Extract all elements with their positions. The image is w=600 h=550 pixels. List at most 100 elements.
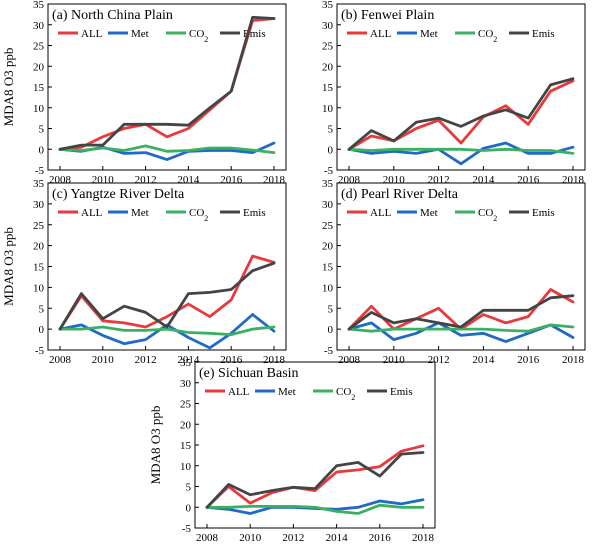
series-line-emis	[347, 294, 575, 331]
y-tick-label: 10	[180, 461, 192, 473]
panel-title: (b) Fenwei Plain	[341, 8, 434, 23]
y-tick-label: 25	[33, 41, 45, 53]
panel-title: (a) North China Plain	[52, 8, 173, 23]
x-tick-label: 2016	[517, 174, 540, 186]
series-line-co2	[347, 147, 575, 155]
series-line-emis	[58, 15, 276, 151]
series-line-emis	[205, 451, 425, 509]
x-tick-label: 2010	[92, 354, 115, 366]
legend-label: ALL	[81, 207, 103, 219]
y-tick-label: 0	[39, 144, 45, 156]
x-tick-label: 2010	[383, 174, 406, 186]
x-tick-label: 2016	[369, 532, 392, 544]
y-axis-label: MDA8 O3 ppb	[1, 227, 16, 306]
x-tick-label: 2014	[326, 532, 349, 544]
legend-label: Met	[420, 28, 438, 40]
series-line-co2	[347, 323, 575, 333]
panel-title: (c) Yangtze River Delta	[52, 187, 185, 202]
x-tick-label: 2018	[412, 532, 435, 544]
legend-label: Met	[278, 386, 296, 398]
legend-label: ALL	[370, 28, 392, 40]
x-tick-label: 2018	[263, 354, 286, 366]
legend-label: CO2	[336, 386, 355, 402]
x-tick-label: 2012	[135, 174, 157, 186]
x-tick-label: 2010	[92, 174, 115, 186]
y-tick-label: 0	[39, 324, 45, 336]
legend-label: Emis	[243, 207, 266, 219]
x-tick-label: 2012	[428, 174, 450, 186]
y-tick-label: 30	[33, 199, 45, 211]
x-tick-label: 2014	[177, 354, 200, 366]
y-tick-label: 15	[180, 440, 192, 452]
y-tick-label: 35	[322, 178, 334, 190]
series-line-emis	[58, 261, 276, 331]
x-tick-label: 2016	[220, 174, 243, 186]
y-tick-label: 5	[39, 303, 45, 315]
x-tick-label: 2012	[282, 532, 304, 544]
y-tick-label: -5	[324, 165, 334, 177]
y-tick-label: 0	[328, 144, 334, 156]
x-tick-label: 2016	[517, 354, 540, 366]
y-tick-label: -5	[35, 165, 45, 177]
panel-5: -5 0 5 10 15 20 25 30 35 2008 2010 2012 2014 2016 2018…	[148, 357, 436, 544]
y-tick-label: 15	[33, 82, 45, 94]
panel-title: (e) Sichuan Basin	[199, 366, 299, 381]
y-tick-label: 30	[322, 20, 334, 32]
series-line-all	[58, 254, 276, 331]
y-tick-label: 15	[33, 262, 45, 274]
y-tick-label: 25	[180, 399, 192, 411]
y-tick-label: 30	[322, 199, 334, 211]
legend-label: CO2	[478, 28, 497, 44]
y-tick-label: 5	[328, 303, 334, 315]
x-tick-label: 2012	[428, 354, 450, 366]
x-tick-label: 2010	[239, 532, 262, 544]
legend-label: Emis	[532, 207, 555, 219]
y-axis-label: MDA8 O3 ppb	[148, 406, 163, 485]
legend-label: ALL	[228, 386, 250, 398]
panel-4: -5 0 5 10 15 20 25 30 35 2008 2010 2012 2014 2016 2018…	[322, 178, 586, 366]
x-tick-label: 2008	[338, 174, 361, 186]
y-tick-label: 20	[322, 61, 334, 73]
x-tick-label: 2018	[562, 354, 585, 366]
y-tick-label: 5	[328, 124, 334, 136]
legend-label: Met	[131, 28, 149, 40]
legend-label: Emis	[532, 28, 555, 40]
x-tick-label: 2016	[220, 354, 243, 366]
y-tick-label: 0	[328, 324, 334, 336]
series-line-met	[347, 141, 575, 166]
y-tick-label: 15	[322, 82, 334, 94]
y-tick-label: 15	[322, 262, 334, 274]
legend-label: ALL	[81, 28, 103, 40]
y-tick-label: -5	[182, 523, 192, 535]
y-tick-label: 20	[180, 419, 192, 431]
panel-3: -5 0 5 10 15 20 25 30 35 2008 2010 2012 2014 2016 2018…	[1, 178, 287, 366]
x-tick-label: 2008	[196, 532, 219, 544]
x-tick-label: 2014	[472, 354, 495, 366]
x-tick-label: 2010	[383, 354, 406, 366]
y-tick-label: 10	[33, 282, 45, 294]
legend-label: ALL	[370, 207, 392, 219]
series-line-all	[347, 288, 575, 331]
y-tick-label: 20	[33, 61, 45, 73]
series-line-co2	[205, 503, 425, 515]
legend-label: Emis	[390, 386, 413, 398]
x-tick-label: 2012	[135, 354, 157, 366]
panel-title: (d) Pearl River Delta	[341, 187, 459, 202]
y-tick-label: 10	[322, 282, 334, 294]
x-tick-label: 2018	[562, 174, 585, 186]
y-tick-label: 0	[186, 502, 192, 514]
panel-1: -5 0 5 10 15 20 25 30 35 2008 2010 2012 2014 2016 2018…	[1, 0, 287, 186]
panel-2: -5 0 5 10 15 20 25 30 35 2008 2010 2012 2014 2016 2018…	[322, 0, 586, 186]
x-tick-label: 2018	[263, 174, 286, 186]
y-tick-label: 25	[322, 220, 334, 232]
y-axis-label: MDA8 O3 ppb	[1, 48, 16, 127]
y-tick-label: 35	[322, 0, 334, 11]
x-tick-label: 2014	[472, 174, 495, 186]
x-tick-label: 2008	[49, 174, 72, 186]
x-tick-label: 2008	[338, 354, 361, 366]
series-line-all	[205, 444, 425, 509]
y-tick-label: 35	[33, 178, 45, 190]
x-tick-label: 2014	[177, 174, 200, 186]
y-tick-label: 30	[33, 20, 45, 32]
y-tick-label: 10	[33, 103, 45, 115]
